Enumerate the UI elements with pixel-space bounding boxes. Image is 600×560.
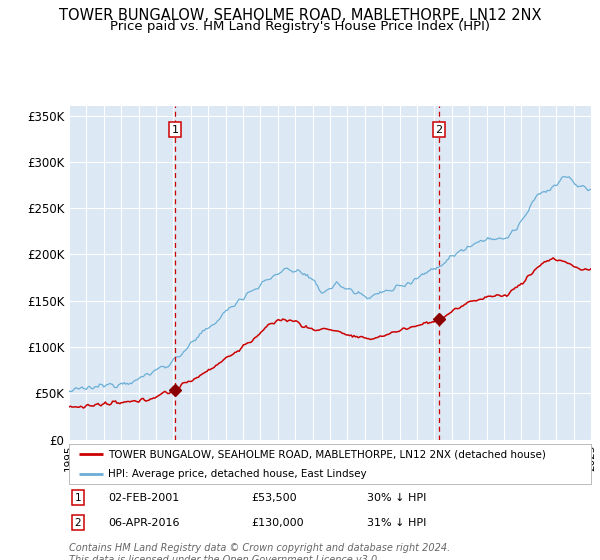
Text: 1: 1 [74, 493, 81, 503]
Text: 1: 1 [172, 124, 178, 134]
Text: 2: 2 [436, 124, 443, 134]
Text: 2: 2 [74, 517, 81, 528]
Text: 02-FEB-2001: 02-FEB-2001 [108, 493, 179, 503]
Text: 31% ↓ HPI: 31% ↓ HPI [367, 517, 426, 528]
Text: TOWER BUNGALOW, SEAHOLME ROAD, MABLETHORPE, LN12 2NX (detached house): TOWER BUNGALOW, SEAHOLME ROAD, MABLETHOR… [108, 449, 546, 459]
Text: HPI: Average price, detached house, East Lindsey: HPI: Average price, detached house, East… [108, 469, 367, 479]
Text: 06-APR-2016: 06-APR-2016 [108, 517, 179, 528]
Text: £53,500: £53,500 [252, 493, 298, 503]
Text: Price paid vs. HM Land Registry's House Price Index (HPI): Price paid vs. HM Land Registry's House … [110, 20, 490, 32]
Text: £130,000: £130,000 [252, 517, 304, 528]
Text: TOWER BUNGALOW, SEAHOLME ROAD, MABLETHORPE, LN12 2NX: TOWER BUNGALOW, SEAHOLME ROAD, MABLETHOR… [59, 8, 541, 24]
Text: Contains HM Land Registry data © Crown copyright and database right 2024.
This d: Contains HM Land Registry data © Crown c… [69, 543, 450, 560]
Text: 30% ↓ HPI: 30% ↓ HPI [367, 493, 426, 503]
